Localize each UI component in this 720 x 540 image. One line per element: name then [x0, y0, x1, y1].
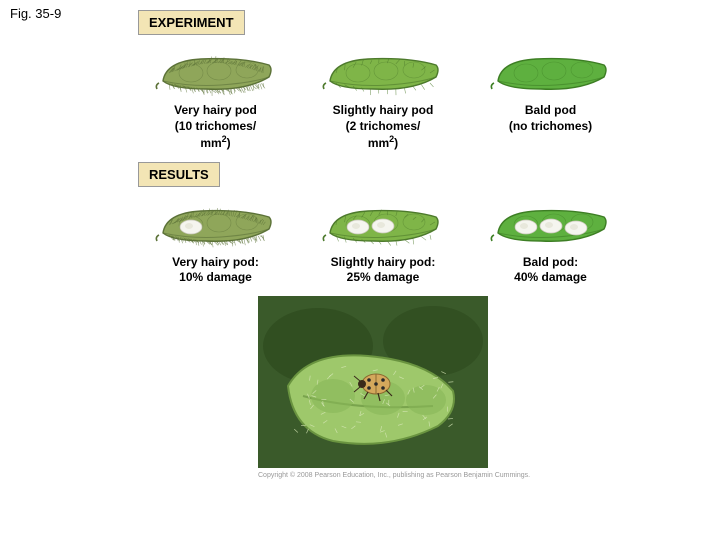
pod-column: Slightly hairy pod:25% damage: [306, 199, 461, 286]
pod-icon: [318, 47, 448, 99]
pod-icon: [486, 47, 616, 99]
pod-column: Slightly hairy pod(2 trichomes/mm2): [306, 47, 461, 152]
pod-column: Bald pod:40% damage: [473, 199, 628, 286]
photo-wrap: Copyright © 2008 Pearson Education, Inc.…: [258, 296, 678, 479]
experiment-row: Very hairy pod(10 trichomes/mm2) Slightl…: [138, 47, 628, 152]
results-row: Very hairy pod:10% damage Slightly hairy…: [138, 199, 628, 286]
pod-icon: [318, 199, 448, 251]
pod-icon: [151, 47, 281, 99]
pod-caption: Slightly hairy pod(2 trichomes/mm2): [333, 103, 434, 152]
pod-column: Very hairy pod(10 trichomes/mm2): [138, 47, 293, 152]
pod-column: Very hairy pod:10% damage: [138, 199, 293, 286]
pod-caption: Slightly hairy pod:25% damage: [331, 255, 436, 286]
figure-label: Fig. 35-9: [10, 6, 61, 21]
pod-caption: Bald pod(no trichomes): [509, 103, 592, 134]
pod-caption: Very hairy pod(10 trichomes/mm2): [174, 103, 257, 152]
pod-caption: Very hairy pod:10% damage: [172, 255, 259, 286]
pod-caption: Bald pod:40% damage: [514, 255, 587, 286]
results-header: RESULTS: [138, 162, 220, 187]
pod-icon: [486, 199, 616, 251]
experiment-header: EXPERIMENT: [138, 10, 245, 35]
content-area: EXPERIMENT Very hairy pod(10 trichomes/m…: [138, 10, 678, 479]
pod-column: Bald pod(no trichomes): [473, 47, 628, 152]
copyright: Copyright © 2008 Pearson Education, Inc.…: [258, 472, 678, 479]
pod-icon: [151, 199, 281, 251]
beetle-photo: [258, 296, 488, 468]
